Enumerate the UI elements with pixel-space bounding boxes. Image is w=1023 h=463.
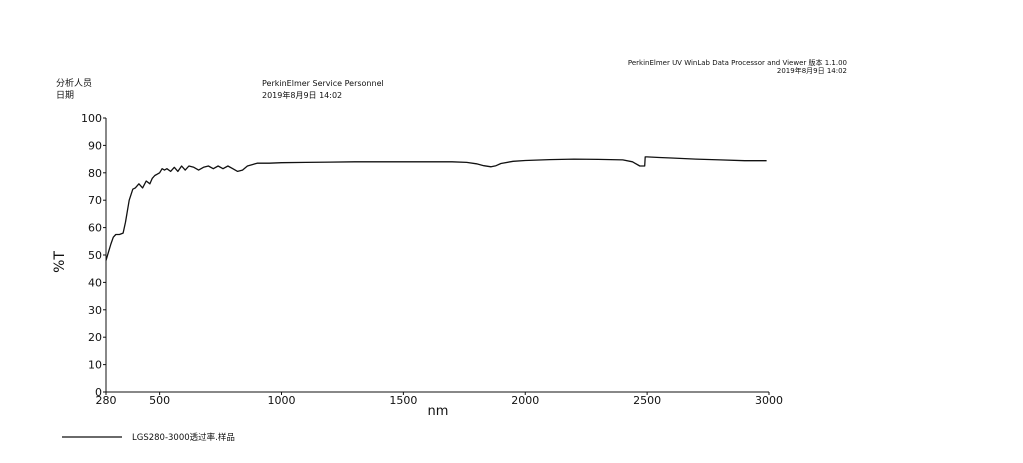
y-tick-label: 60 xyxy=(88,222,102,235)
x-axis-ticks: 280 500 1000 1500 2000 2500 3000 xyxy=(96,392,783,407)
y-tick-label: 10 xyxy=(88,359,102,372)
x-tick-label: 1000 xyxy=(268,394,296,407)
date-label: 日期 xyxy=(56,91,75,101)
x-tick-label: 2500 xyxy=(633,394,661,407)
x-axis-label: nm xyxy=(428,404,449,419)
x-tick-label: 3000 xyxy=(755,394,783,407)
date-value: 2019年8月9日 14:02 xyxy=(262,91,343,100)
series-group xyxy=(105,156,767,261)
x-tick-label: 1500 xyxy=(389,394,417,407)
x-tick-label: 280 xyxy=(96,394,117,407)
y-tick-label: 50 xyxy=(88,249,102,262)
y-tick-label: 80 xyxy=(88,167,102,180)
software-name: PerkinElmer UV WinLab Data Processor and… xyxy=(627,59,847,67)
y-axis-label: %T xyxy=(52,251,68,273)
analyst-label: 分析人员 xyxy=(56,79,93,89)
y-tick-label: 20 xyxy=(88,331,102,344)
y-tick-label: 30 xyxy=(88,304,102,317)
x-tick-label: 500 xyxy=(149,394,170,407)
y-tick-label: 70 xyxy=(88,194,102,207)
y-axis-ticks: 0 10 20 30 40 50 60 70 80 90 100 xyxy=(81,112,106,399)
y-tick-label: 100 xyxy=(81,112,102,125)
axes xyxy=(105,118,769,393)
y-tick-label: 40 xyxy=(88,276,102,289)
analyst-value: PerkinElmer Service Personnel xyxy=(262,79,384,88)
series-line-0 xyxy=(105,156,767,261)
software-date: 2019年8月9日 14:02 xyxy=(776,67,847,75)
y-tick-label: 90 xyxy=(88,139,102,152)
y-tick-label: 0 xyxy=(95,386,102,399)
legend: LGS280-3000透过率.样品 xyxy=(62,432,235,443)
legend-label: LGS280-3000透过率.样品 xyxy=(132,432,235,443)
x-tick-label: 2000 xyxy=(511,394,539,407)
